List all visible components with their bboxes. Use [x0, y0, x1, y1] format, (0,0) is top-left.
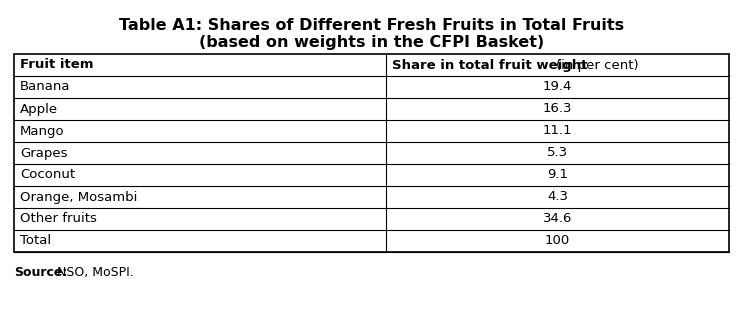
- Text: 11.1: 11.1: [542, 125, 572, 137]
- Text: Grapes: Grapes: [20, 147, 68, 160]
- Text: Mango: Mango: [20, 125, 65, 137]
- Text: 100: 100: [545, 234, 570, 247]
- Text: Source:: Source:: [14, 266, 68, 279]
- Text: Other fruits: Other fruits: [20, 212, 97, 225]
- Text: 16.3: 16.3: [542, 102, 572, 115]
- Text: NSO, MoSPI.: NSO, MoSPI.: [53, 266, 134, 279]
- Text: Apple: Apple: [20, 102, 58, 115]
- Text: Fruit item: Fruit item: [20, 59, 94, 72]
- Text: 4.3: 4.3: [547, 190, 568, 204]
- Text: 9.1: 9.1: [547, 169, 568, 182]
- Text: Total: Total: [20, 234, 51, 247]
- Text: 5.3: 5.3: [547, 147, 568, 160]
- Text: Banana: Banana: [20, 80, 71, 93]
- Text: (based on weights in the CFPI Basket): (based on weights in the CFPI Basket): [199, 35, 544, 50]
- Text: Table A1: Shares of Different Fresh Fruits in Total Fruits: Table A1: Shares of Different Fresh Frui…: [119, 18, 624, 33]
- Text: 19.4: 19.4: [542, 80, 572, 93]
- Text: Orange, Mosambi: Orange, Mosambi: [20, 190, 137, 204]
- Text: Share in total fruit weight: Share in total fruit weight: [392, 59, 592, 72]
- Text: (in per cent): (in per cent): [556, 59, 638, 72]
- Text: 34.6: 34.6: [542, 212, 572, 225]
- Text: Coconut: Coconut: [20, 169, 75, 182]
